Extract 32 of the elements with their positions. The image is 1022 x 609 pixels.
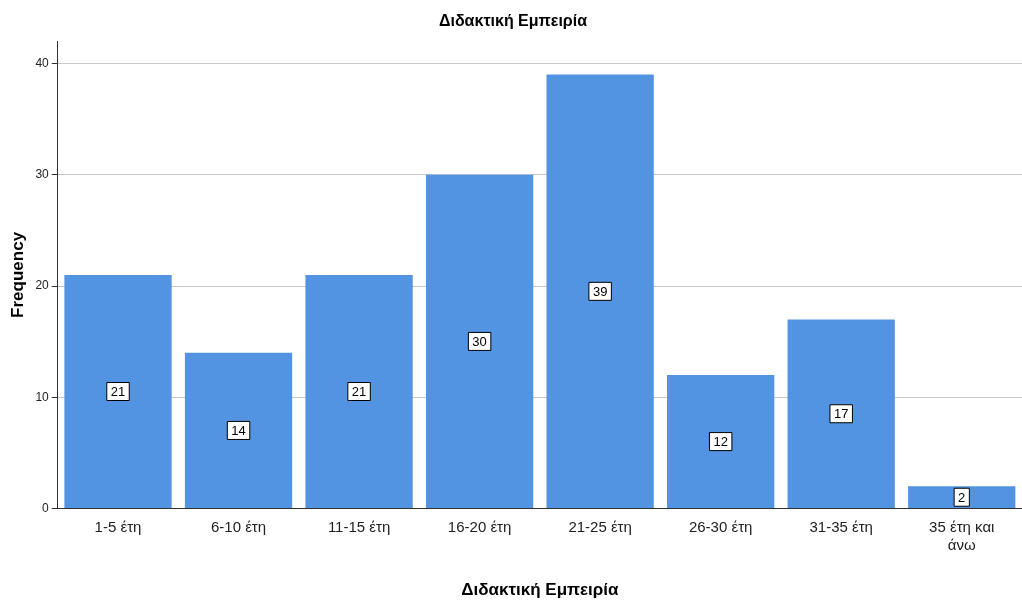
chart-title: Διδακτική Εμπειρία [438, 12, 588, 30]
x-axis-title: Διδακτική Εμπειρία [461, 580, 620, 600]
x-tick-label: 16-20 έτη [447, 517, 512, 535]
bar [64, 274, 172, 509]
x-tick-label: 11-15 έτη [327, 517, 391, 535]
data-label: 17 [833, 406, 849, 422]
data-label: 21 [110, 384, 126, 400]
bar [184, 352, 293, 509]
data-label: 2 [958, 489, 966, 505]
data-label: 21 [351, 384, 367, 400]
bar [425, 174, 534, 509]
bar [787, 319, 895, 509]
x-tick-label: 21-25 έτη [568, 517, 632, 535]
bar [667, 375, 775, 509]
x-tick-label: 6-10 έτη [210, 517, 267, 535]
bar [908, 486, 1016, 509]
x-tick-label: 31-35 έτη [809, 517, 873, 535]
y-tick-label: 0 [42, 500, 50, 515]
data-label: 39 [592, 283, 608, 299]
x-tick-label: 1-5 έτη [94, 517, 142, 535]
y-tick-label: 40 [35, 55, 50, 70]
y-axis-title: Frequency [7, 231, 27, 318]
y-tick-label: 10 [35, 389, 50, 404]
bar [546, 74, 654, 509]
y-tick-label: 20 [35, 278, 50, 293]
y-tick-label: 30 [35, 167, 50, 182]
x-tick-label: 26-30 έτη [688, 517, 753, 535]
data-label: 14 [231, 423, 246, 439]
bar [305, 274, 413, 509]
x-tick-label: 35 έτη και άνω [929, 517, 995, 553]
data-label: 30 [472, 334, 487, 349]
data-label: 12 [713, 434, 728, 450]
